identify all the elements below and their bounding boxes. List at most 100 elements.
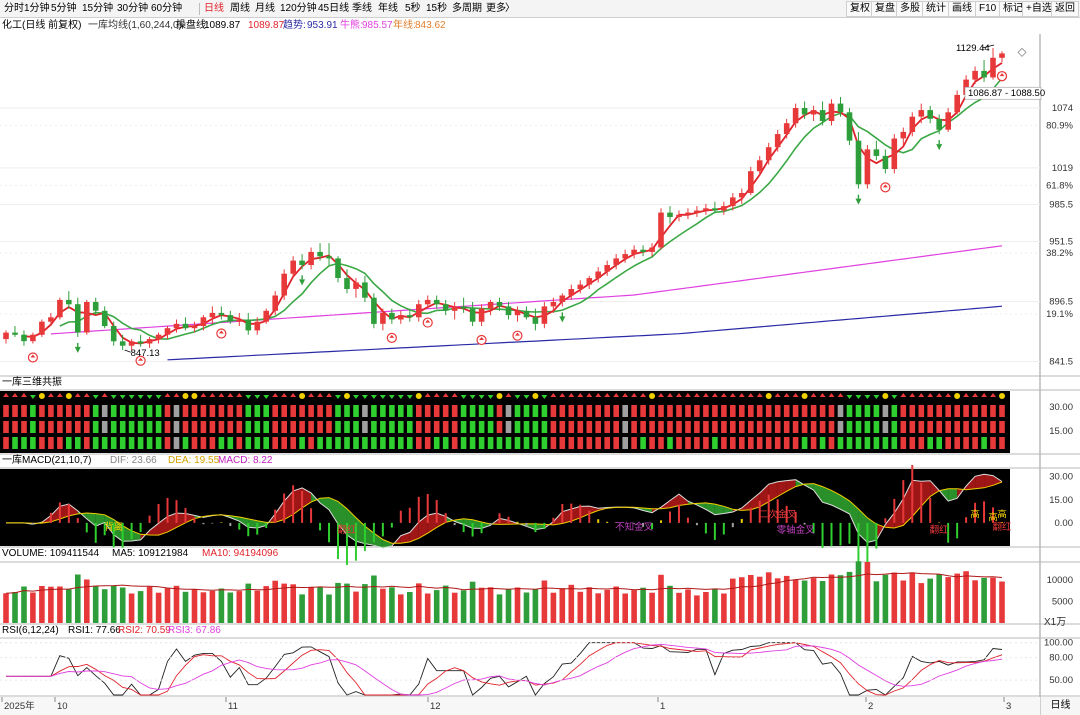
period-tab-9[interactable]: 120分钟 [280, 3, 317, 14]
candle-body [640, 249, 646, 252]
resonance-bar [586, 437, 593, 449]
resonance-dot-icon [343, 393, 350, 399]
period-tab-3[interactable]: 15分钟 [82, 3, 114, 14]
resonance-bar [344, 405, 350, 417]
toolbar-separator [199, 3, 200, 15]
toolbar-button-8[interactable]: 返回 [1051, 1, 1079, 17]
period-tab-5[interactable]: 60分钟 [151, 3, 183, 14]
resonance-bar [57, 421, 63, 433]
toolbar-button-3[interactable]: 统计 [922, 1, 950, 17]
resonance-up-arrow-icon [963, 393, 970, 397]
resonance-bar [173, 405, 180, 417]
volume-bar [317, 587, 323, 623]
macd-band [723, 506, 733, 514]
period-tab-8[interactable]: 月线 [255, 3, 275, 14]
resonance-bar [66, 437, 72, 449]
resonance-bar [837, 421, 844, 433]
period-tab-15[interactable]: 多周期 [452, 3, 482, 14]
period-tab-4[interactable]: 30分钟 [117, 3, 149, 14]
resonance-up-arrow-icon [684, 393, 691, 397]
volume-bar [828, 574, 835, 623]
macd-title[interactable]: 一库MACD(21,10,7) [2, 455, 92, 466]
toolbar-button-5[interactable]: F10 [975, 1, 1001, 17]
resonance-bar [945, 437, 951, 449]
resonance-bar [398, 421, 404, 433]
resonance-bar [604, 437, 610, 449]
more-chevron-icon[interactable]: 〉 [505, 3, 515, 14]
period-tab-6[interactable]: 日线 [204, 3, 224, 14]
resonance-dot-icon [999, 393, 1005, 399]
period-tab-0[interactable]: 分时 [4, 3, 24, 14]
resonance-bar [155, 421, 162, 433]
period-tab-10[interactable]: 45日线 [318, 3, 350, 14]
period-tab-2[interactable]: 5分钟 [51, 3, 77, 14]
candle-body [335, 258, 341, 278]
volume-bar [496, 594, 503, 623]
resonance-bar [236, 421, 243, 433]
resonance-bar [398, 405, 404, 417]
period-tab-11[interactable]: 季线 [352, 3, 372, 14]
macd-band [858, 509, 868, 543]
resonance-up-arrow-icon [290, 393, 297, 397]
volume-bar [389, 587, 395, 623]
resonance-bar [774, 437, 781, 449]
candle-body [927, 110, 933, 119]
resonance-title[interactable]: 一库三维共振 [2, 377, 62, 388]
resonance-bar [810, 405, 817, 417]
volume-ma5: MA5: 109121984 [112, 548, 189, 559]
resonance-bar [451, 437, 458, 449]
resonance-bar [730, 437, 736, 449]
volume-bar [927, 578, 933, 623]
resonance-bar [191, 421, 198, 433]
volume-bar [846, 571, 853, 623]
period-tab-12[interactable]: 年线 [378, 3, 398, 14]
period-tab-1[interactable]: 1分钟 [24, 3, 50, 14]
resonance-bar [469, 437, 476, 449]
resonance-bar [496, 421, 503, 433]
resonance-bar [263, 405, 269, 417]
volume-bar [173, 585, 180, 623]
macd-band [831, 490, 841, 510]
toolbar-button-0[interactable]: 复权 [846, 1, 874, 17]
resonance-dot-icon [191, 393, 198, 399]
resonance-bar [640, 421, 646, 433]
toolbar-button-4[interactable]: 画线 [948, 1, 976, 17]
resonance-bar [694, 437, 700, 449]
resonance-down-arrow-icon [263, 395, 270, 399]
candle-body [57, 299, 63, 318]
period-indicator-button[interactable]: 日线 [1040, 697, 1080, 715]
volume-title[interactable]: VOLUME: 109411544 [2, 548, 100, 559]
resonance-bar [30, 437, 36, 449]
period-tab-14[interactable]: 15秒 [426, 3, 448, 14]
period-tab-7[interactable]: 周线 [230, 3, 250, 14]
resonance-bar [739, 421, 745, 433]
toolbar-button-1[interactable]: 复盘 [871, 1, 899, 17]
macd-band [885, 512, 895, 528]
period-tab-13[interactable]: 5秒 [405, 3, 421, 14]
macd-value: MACD: 8.22 [218, 455, 273, 466]
candle-body [837, 103, 844, 113]
rsi-title[interactable]: RSI(6,12,24) [2, 625, 59, 636]
resonance-bar [308, 437, 314, 449]
ma-indicator-name[interactable]: 一库均线(1,60,244,0) [88, 20, 182, 31]
resonance-bar [433, 437, 440, 449]
resonance-bar [703, 405, 709, 417]
volume-bar [460, 590, 467, 623]
resonance-bar [828, 405, 835, 417]
resonance-bar [936, 405, 942, 417]
resonance-bar [900, 405, 907, 417]
resonance-bar [236, 405, 243, 417]
candle-body [353, 282, 359, 289]
resonance-bar [658, 437, 664, 449]
period-tab-16[interactable]: 更多 [486, 3, 506, 14]
candle-body [604, 265, 610, 272]
candle-body [209, 312, 216, 318]
price-tick-label: 61.8% [1046, 180, 1073, 191]
toolbar-button-2[interactable]: 多股 [896, 1, 924, 17]
year-line [167, 305, 1003, 361]
resonance-bar [748, 405, 754, 417]
macd-band [149, 523, 159, 536]
volume-bar [272, 580, 278, 623]
resonance-bar [649, 405, 655, 417]
resonance-bar [344, 421, 350, 433]
